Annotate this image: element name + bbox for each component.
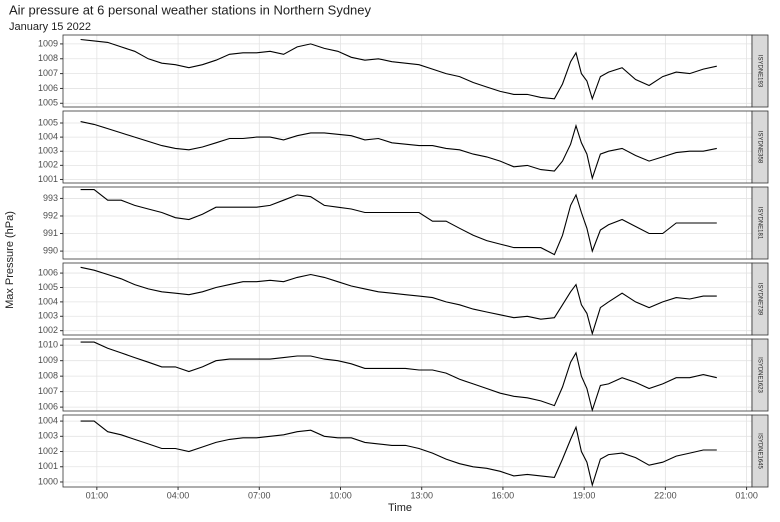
y-tick-label: 1003: [38, 311, 58, 321]
panel: [63, 415, 752, 487]
y-tick-label: 1000: [38, 476, 58, 486]
y-tick-label: 993: [43, 193, 58, 203]
strip: [751, 262, 769, 336]
y-tick-label: 1005: [38, 98, 58, 108]
strip-label: ISYDNE1645: [756, 433, 762, 469]
y-tick-label: 1006: [38, 83, 58, 93]
y-tick-label: 1009: [38, 355, 58, 365]
line: [80, 38, 717, 101]
strip: [751, 34, 769, 108]
line: [80, 121, 717, 181]
x-tick-label: 10:00: [329, 490, 352, 500]
x-tick-label: 22:00: [654, 490, 677, 500]
y-tick-label: 990: [43, 245, 58, 255]
y-tick-label: 1008: [38, 53, 58, 63]
y-tick-label: 1005: [38, 282, 58, 292]
chart-subtitle: January 15 2022: [9, 21, 91, 33]
y-tick-label: 1004: [38, 415, 58, 425]
strip-label: ISYDNE739: [756, 283, 762, 316]
y-tick-label: 1004: [38, 131, 58, 141]
y-tick-label: 1007: [38, 68, 58, 78]
panel: [63, 35, 752, 107]
y-tick-label: 1005: [38, 117, 58, 127]
panel: [63, 263, 752, 335]
y-tick-label: 1002: [38, 160, 58, 170]
y-tick-label: 1001: [38, 174, 58, 184]
x-tick-label: 01:00: [86, 490, 109, 500]
strip-label: ISYDNE358: [756, 131, 762, 164]
y-tick-label: 1010: [38, 340, 58, 350]
y-tick-label: 1003: [38, 146, 58, 156]
strip: [751, 110, 769, 184]
line: [80, 189, 717, 256]
y-tick-label: 1002: [38, 446, 58, 456]
x-tick-label: 07:00: [248, 490, 271, 500]
y-tick-label: 992: [43, 210, 58, 220]
line: [80, 420, 717, 488]
y-axis-label: Max Pressure (hPa): [4, 211, 16, 309]
strip: [751, 338, 769, 412]
y-tick-label: 1007: [38, 386, 58, 396]
y-tick-label: 1003: [38, 431, 58, 441]
strip-label: ISYDNE193: [756, 55, 762, 88]
chart-title: Air pressure at 6 personal weather stati…: [9, 2, 372, 17]
y-tick-label: 1006: [38, 402, 58, 412]
strip: [751, 414, 769, 488]
y-tick-label: 991: [43, 228, 58, 238]
x-tick-label: 01:00: [735, 490, 758, 500]
y-tick-label: 1006: [38, 267, 58, 277]
y-tick-label: 1002: [38, 325, 58, 335]
strip: [751, 186, 769, 260]
y-tick-label: 1008: [38, 371, 58, 381]
y-tick-label: 1004: [38, 296, 58, 306]
panel: [63, 339, 752, 411]
strip-label: ISYDNE181: [756, 207, 762, 240]
x-tick-label: 16:00: [492, 490, 515, 500]
y-tick-label: 1001: [38, 461, 58, 471]
line: [80, 341, 717, 413]
x-tick-label: 04:00: [167, 490, 190, 500]
x-tick-label: 19:00: [573, 490, 596, 500]
x-tick-label: 13:00: [410, 490, 433, 500]
y-tick-label: 1009: [38, 38, 58, 48]
line: [80, 266, 717, 336]
x-axis-label: Time: [388, 502, 412, 514]
panel: [63, 187, 752, 259]
strip-label: ISYDNE1623: [756, 357, 762, 393]
